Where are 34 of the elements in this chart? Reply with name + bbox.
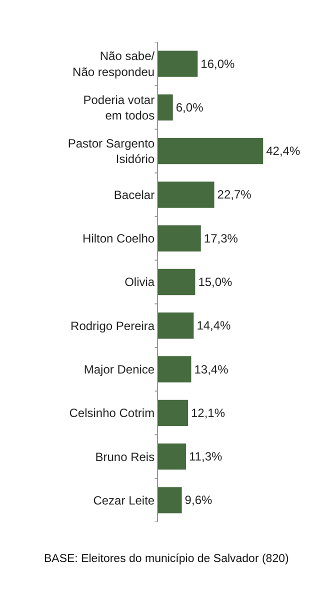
y-tick-label: Hilton Coelho <box>82 232 155 246</box>
y-tick-label: Celsinho Cotrim <box>69 406 155 420</box>
y-tick-label: Bacelar <box>114 188 155 202</box>
data-label: 16,0% <box>200 56 236 71</box>
y-tick-label: Olivia <box>124 275 155 290</box>
data-label: 12,1% <box>191 406 226 420</box>
data-label: 9,6% <box>184 493 212 508</box>
text: BASE: Eleitores do município de Salvador (820) <box>44 553 289 565</box>
y-tick-label: Pastor Sargento Isidório <box>68 136 155 166</box>
data-label: 17,3% <box>204 231 238 246</box>
bar <box>158 312 194 339</box>
bar <box>158 268 196 296</box>
y-tick-label: Major Denice <box>84 362 155 376</box>
bar <box>158 50 198 77</box>
y-tick-label: Poderia votar em todos <box>83 92 155 122</box>
data-label: 6,0% <box>176 100 204 114</box>
bar <box>158 94 173 121</box>
data-label: 22,7% <box>217 188 252 202</box>
y-tick-label: Cezar Leite <box>93 493 155 508</box>
data-label: 13,4% <box>194 362 229 376</box>
bar <box>158 443 186 470</box>
bar <box>158 487 182 514</box>
bar <box>158 182 214 208</box>
bar <box>158 356 192 382</box>
data-label: 11,3% <box>189 450 222 464</box>
y-tick-label: Bruno Reis <box>95 450 155 464</box>
data-label: 15,0% <box>198 275 233 289</box>
data-label: 14,4% <box>196 318 232 333</box>
y-tick-label: Não sabe/ Não respondeu <box>72 49 156 79</box>
data-label: 42,4% <box>266 144 300 158</box>
bar <box>158 225 201 252</box>
y-tick-label: Rodrigo Pereira <box>70 318 155 333</box>
bar <box>158 400 188 426</box>
bar <box>158 138 264 164</box>
